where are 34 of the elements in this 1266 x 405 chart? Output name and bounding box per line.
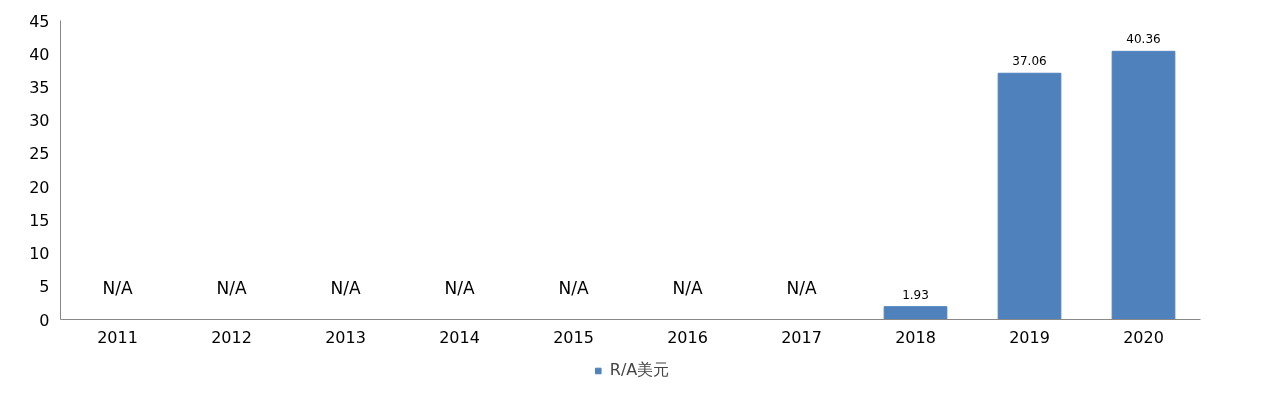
x-tick-label: 2011	[97, 327, 138, 347]
y-tick-label: 10	[29, 244, 50, 264]
y-tick-label: 30	[29, 111, 50, 131]
bar	[1111, 50, 1176, 320]
text: N/A	[330, 277, 361, 298]
text: N/A	[216, 277, 247, 298]
x-tick-label: 2014	[439, 327, 480, 347]
x-tick-label: 2013	[325, 327, 366, 347]
x-tick-label: 2017	[781, 327, 822, 347]
text: N/A	[786, 277, 817, 298]
bar	[997, 72, 1062, 320]
x-tick-label: 2016	[667, 327, 708, 347]
text: N/A	[444, 277, 475, 298]
x-tick-label: 2015	[553, 327, 594, 347]
y-tick-label: 0	[39, 310, 50, 330]
text: N/A	[672, 277, 703, 298]
bar	[883, 306, 948, 320]
text: 40.36	[1126, 32, 1161, 47]
y-tick-label: 5	[39, 277, 50, 297]
x-tick-label: 2012	[211, 327, 252, 347]
y-tick-label: 25	[29, 144, 50, 164]
text: 37.06	[1012, 54, 1047, 69]
y-tick-label: 45	[29, 11, 50, 31]
y-tick-label: 35	[29, 77, 50, 97]
text: N/A	[558, 277, 589, 298]
x-tick-label: 2020	[1123, 327, 1164, 347]
y-tick-label: 40	[29, 44, 50, 64]
text: 1.93	[902, 287, 929, 302]
y-tick-label: 20	[29, 177, 50, 197]
text: N/A	[102, 277, 133, 298]
x-tick-label: 2019	[1009, 327, 1050, 347]
y-tick-label: 15	[29, 210, 50, 230]
x-tick-label: 2018	[895, 327, 936, 347]
legend-label: R/A美元	[609, 359, 670, 381]
